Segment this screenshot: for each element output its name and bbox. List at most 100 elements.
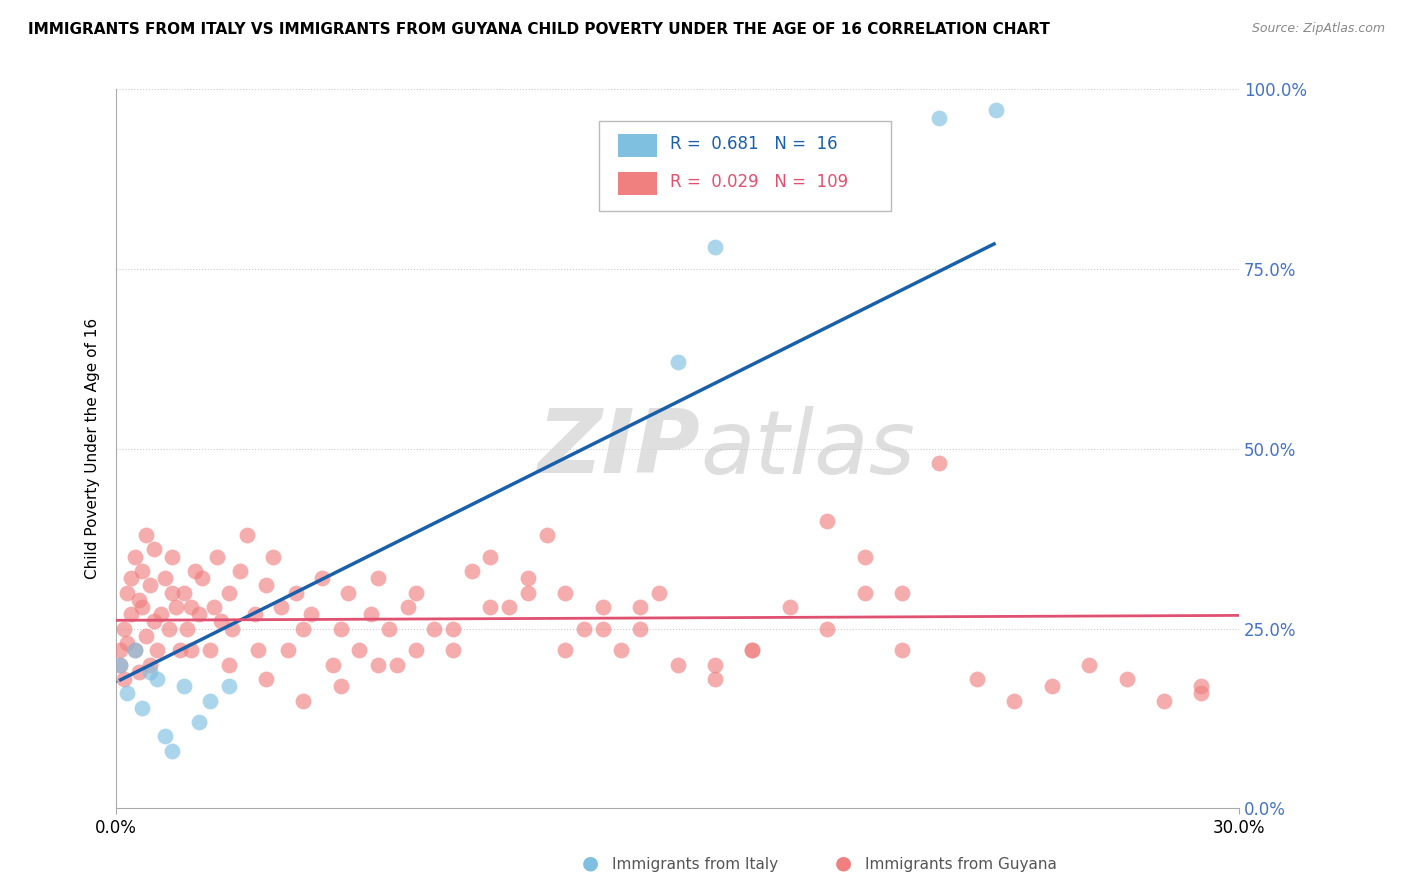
Point [554,585,576,599]
Point [162,585,184,599]
Point [666,355,689,369]
Point [117,686,139,700]
Point [108,657,131,672]
Point [461,564,484,578]
Point [108,643,131,657]
Point [498,599,520,614]
Point [928,456,950,470]
Point [176,622,198,636]
Point [628,622,651,636]
Text: Immigrants from Guyana: Immigrants from Guyana [865,857,1056,872]
Point [187,715,209,730]
Point [815,514,838,528]
Point [142,615,165,629]
Point [292,622,315,636]
Point [247,643,270,657]
Point [1115,672,1137,686]
Point [815,622,838,636]
Point [254,672,277,686]
Point [1189,686,1212,700]
Point [180,599,202,614]
Point [202,599,225,614]
Point [209,615,232,629]
Point [610,643,633,657]
Point [966,672,988,686]
Point [180,643,202,657]
Point [1002,693,1025,707]
Y-axis label: Child Poverty Under the Age of 16: Child Poverty Under the Age of 16 [86,318,100,579]
Point [648,585,671,599]
Point [367,571,389,585]
Point [299,607,322,622]
Point [405,585,427,599]
FancyBboxPatch shape [599,121,891,211]
Point [284,585,307,599]
Point [367,657,389,672]
Point [360,607,382,622]
Point [984,103,1007,118]
Point [385,657,408,672]
Point [270,599,292,614]
Text: ZIP: ZIP [537,405,700,492]
Point [146,672,169,686]
Text: R =  0.029   N =  109: R = 0.029 N = 109 [669,173,848,192]
Point [108,657,131,672]
Point [337,585,360,599]
Point [218,679,240,693]
Point [117,636,139,650]
Point [329,679,352,693]
Text: IMMIGRANTS FROM ITALY VS IMMIGRANTS FROM GUYANA CHILD POVERTY UNDER THE AGE OF 1: IMMIGRANTS FROM ITALY VS IMMIGRANTS FROM… [28,22,1050,37]
Point [150,607,173,622]
Point [554,643,576,657]
Point [169,643,191,657]
Point [1040,679,1063,693]
Point [277,643,299,657]
Text: ●: ● [835,854,852,872]
Text: atlas: atlas [700,406,915,491]
Point [131,599,153,614]
Point [162,744,184,758]
Point [423,622,446,636]
Point [853,585,876,599]
Point [853,549,876,564]
Point [236,528,259,542]
Point [173,585,195,599]
Point [135,528,157,542]
Point [135,629,157,643]
Point [479,599,502,614]
Point [479,549,502,564]
Point [229,564,252,578]
Point [779,599,801,614]
Point [198,693,221,707]
Point [218,657,240,672]
Text: R =  0.681   N =  16: R = 0.681 N = 16 [669,136,838,153]
Point [572,622,595,636]
Point [124,643,146,657]
Point [139,578,162,592]
Point [891,585,914,599]
Point [1078,657,1101,672]
Point [157,622,180,636]
Text: Source: ZipAtlas.com: Source: ZipAtlas.com [1251,22,1385,36]
Point [128,665,150,679]
Point [666,657,689,672]
Point [441,622,464,636]
Point [124,549,146,564]
Point [703,657,725,672]
Point [142,542,165,557]
Bar [619,134,658,157]
Bar [619,172,658,195]
Point [117,585,139,599]
Point [124,643,146,657]
Point [187,607,209,622]
Point [207,549,229,564]
Point [311,571,333,585]
Point [703,672,725,686]
Point [1189,679,1212,693]
Point [1153,693,1175,707]
Point [120,607,142,622]
Point [243,607,266,622]
Point [741,643,763,657]
Point [536,528,558,542]
Point [405,643,427,657]
